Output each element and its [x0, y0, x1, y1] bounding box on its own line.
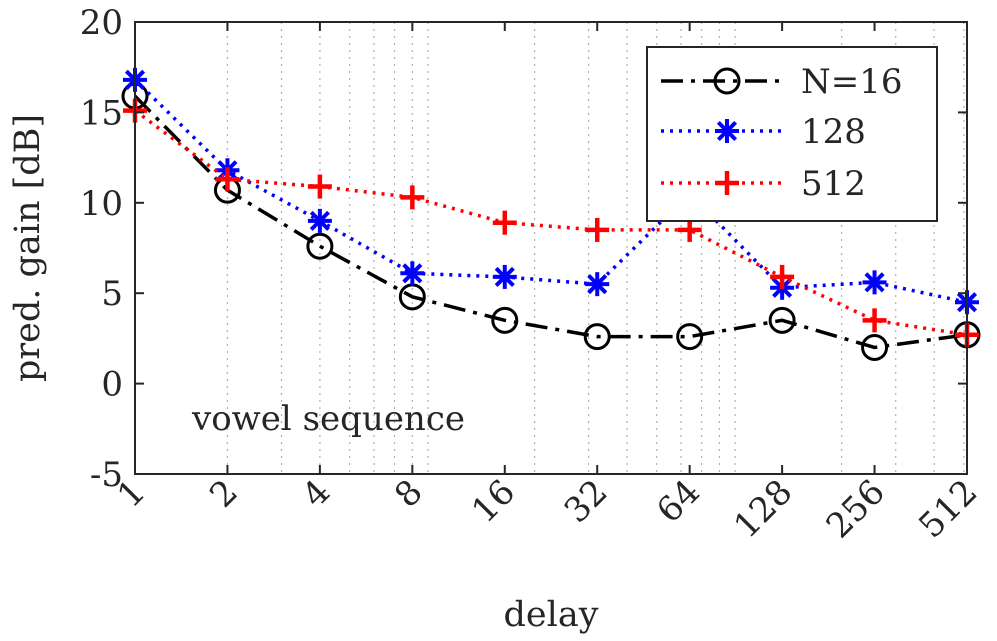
series-line — [133, 78, 968, 304]
x-tick-label: 2 — [202, 472, 246, 516]
y-tick-label: -5 — [90, 455, 123, 495]
data-point — [676, 323, 704, 351]
y-axis: -5 0 5 10 15 20 — [80, 3, 967, 495]
legend-marker — [713, 67, 741, 95]
y-tick-label: 20 — [80, 3, 123, 43]
annotation-text: vowel sequence — [191, 399, 465, 439]
x-tick-label: 128 — [726, 472, 800, 546]
x-tick-label: 4 — [295, 472, 339, 516]
data-point — [492, 210, 517, 235]
data-point — [400, 185, 425, 210]
data-point — [770, 264, 795, 289]
x-tick-label: 32 — [557, 472, 616, 531]
legend-label-n16: N=16 — [801, 62, 903, 102]
y-tick-label: 15 — [80, 93, 123, 133]
data-point — [307, 208, 332, 233]
legend: N=16 128 512 — [646, 46, 938, 222]
x-tick-label: 8 — [387, 472, 431, 516]
data-point — [583, 323, 611, 351]
data-point — [307, 174, 332, 199]
x-tick-label: 512 — [911, 472, 985, 546]
y-axis-label: pred. gain [dB] — [8, 114, 48, 382]
data-point — [306, 232, 334, 260]
data-point — [862, 308, 887, 333]
x-axis-label: delay — [504, 595, 599, 635]
series-line — [133, 109, 968, 337]
series-line — [133, 94, 968, 350]
legend-label-128: 128 — [801, 112, 866, 152]
x-tick-label: 64 — [649, 472, 708, 531]
legend-marker — [715, 119, 739, 143]
x-tick-label: 256 — [819, 472, 893, 546]
data-point — [585, 217, 610, 242]
data-point — [585, 272, 610, 297]
legend-marker — [715, 171, 739, 195]
data-point — [400, 261, 425, 286]
legend-box — [646, 46, 938, 222]
data-point — [862, 270, 887, 295]
data-point — [215, 167, 240, 192]
data-point — [861, 333, 889, 361]
legend-label-512: 512 — [801, 164, 866, 204]
minor-grid — [226, 22, 965, 474]
data-point — [492, 264, 517, 289]
axes-box — [134, 21, 968, 475]
y-tick-label: 10 — [80, 184, 123, 224]
x-tick-label: 16 — [464, 472, 523, 531]
data-point — [491, 306, 519, 334]
y-tick-label: 0 — [101, 365, 123, 405]
data-point — [768, 306, 796, 334]
y-tick-label: 5 — [101, 274, 123, 314]
